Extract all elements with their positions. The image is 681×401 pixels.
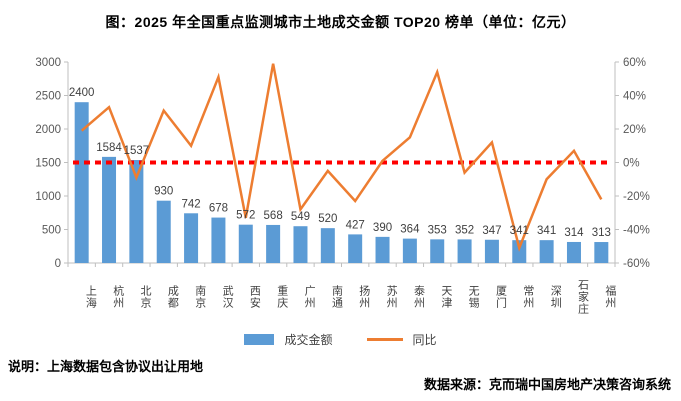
bar [74,102,89,263]
bar-value-label: 549 [291,211,310,223]
x-axis-labels: 上海 杭州 北京 成都 南京 武汉 西安 重庆 广州 南通 扬州 苏州 泰州 天津 无锡 厦门 常州 深圳 石家庄 福… [68,268,616,326]
right-axis-tick-label: -20% [623,191,650,203]
bar [457,239,472,263]
x-axis-label: 南京 [193,285,206,309]
right-axis-tick-label: 40% [623,91,646,103]
bar [129,160,144,263]
bar-value-label: 1584 [96,142,122,154]
bar [184,213,199,263]
bar [348,234,363,263]
bar-value-label: 678 [209,203,228,215]
bar-value-label: 520 [318,213,337,225]
x-axis-label: 福州 [603,285,616,309]
x-axis-label: 深圳 [549,285,562,309]
x-axis-label: 北京 [139,285,152,309]
legend-line-swatch [366,338,403,341]
x-axis-label: 广州 [303,285,316,309]
x-axis-label: 厦门 [494,285,507,309]
x-axis-label: 武汉 [221,285,234,309]
bar [594,242,609,263]
x-axis-label: 杭州 [111,285,124,309]
left-axis-tick-label: 1500 [35,158,61,170]
x-axis-label: 上海 [84,285,97,309]
left-axis-tick-label: 0 [55,258,61,268]
footnote: 说明：上海数据包含协议出让用地 [8,359,204,374]
bar-value-label: 742 [181,198,200,210]
x-axis-label: 重庆 [275,285,288,309]
right-axis-tick-label: 60% [623,57,646,69]
bar [320,228,335,263]
bar-value-label: 572 [236,210,255,222]
bar-value-label: 1537 [124,145,150,157]
bar-value-label: 353 [428,224,447,236]
legend-bar-label: 成交金额 [284,333,333,347]
bar-value-label: 341 [510,225,529,237]
bar [102,156,117,263]
bar-value-label: 2400 [69,87,95,99]
x-axis-label: 无锡 [467,285,480,309]
x-axis-label: 西安 [248,285,261,309]
bar-value-label: 347 [482,225,501,237]
right-axis-tick-label: 0% [623,158,640,170]
bar-value-label: 568 [264,210,283,222]
bar-value-label: 390 [373,222,392,234]
yoy-line [80,63,603,252]
x-axis-label: 扬州 [357,285,370,309]
bar [566,241,581,263]
x-axis-label: 南通 [330,285,343,309]
bar [402,238,417,263]
left-axis-tick-label: 500 [42,225,61,237]
bar [156,200,171,263]
chart-title: 图：2025 年全国重点监测城市土地成交金额 TOP20 榜单（单位：亿元） [105,14,576,30]
bar-value-label: 930 [154,186,173,198]
bar [238,224,253,263]
bar [293,226,308,263]
bar [266,224,281,263]
x-axis-label: 成都 [166,285,179,309]
bar-value-label: 364 [400,224,420,236]
bar-value-label: 352 [455,224,474,236]
x-axis-label: 石家庄 [576,279,589,315]
bar [484,239,499,263]
legend: 成交金额 同比 [0,331,681,348]
left-axis-tick-label: 2500 [35,91,61,103]
bar [375,236,390,263]
x-axis-label: 常州 [521,285,534,309]
left-axis-tick-label: 2000 [35,124,61,136]
bar-value-label: 314 [564,227,584,239]
x-axis-label: 天津 [439,285,452,309]
legend-line-label: 同比 [412,333,437,347]
left-axis-tick-label: 3000 [35,57,61,69]
x-axis-label: 苏州 [385,285,398,309]
bar [512,240,527,263]
bar [211,217,226,263]
bar-value-label: 313 [592,227,611,239]
bar [430,239,445,263]
legend-bar-swatch [244,334,275,345]
right-axis-tick-label: 20% [623,124,646,136]
bar [539,240,554,263]
chart-canvas: 0 500 1000 1500 2000 2500 3000 -60% -40% -20% 0% 20… [35,57,650,268]
right-axis-tick-label: -60% [623,258,650,268]
bar-value-label: 341 [537,225,556,237]
data-source: 数据来源：克而瑞中国房地产决策咨询系统 [423,377,671,392]
bar-value-label: 427 [346,219,365,231]
left-axis-tick-label: 1000 [35,191,61,203]
x-axis-label: 泰州 [412,285,425,309]
right-axis-tick-label: -40% [623,225,650,237]
